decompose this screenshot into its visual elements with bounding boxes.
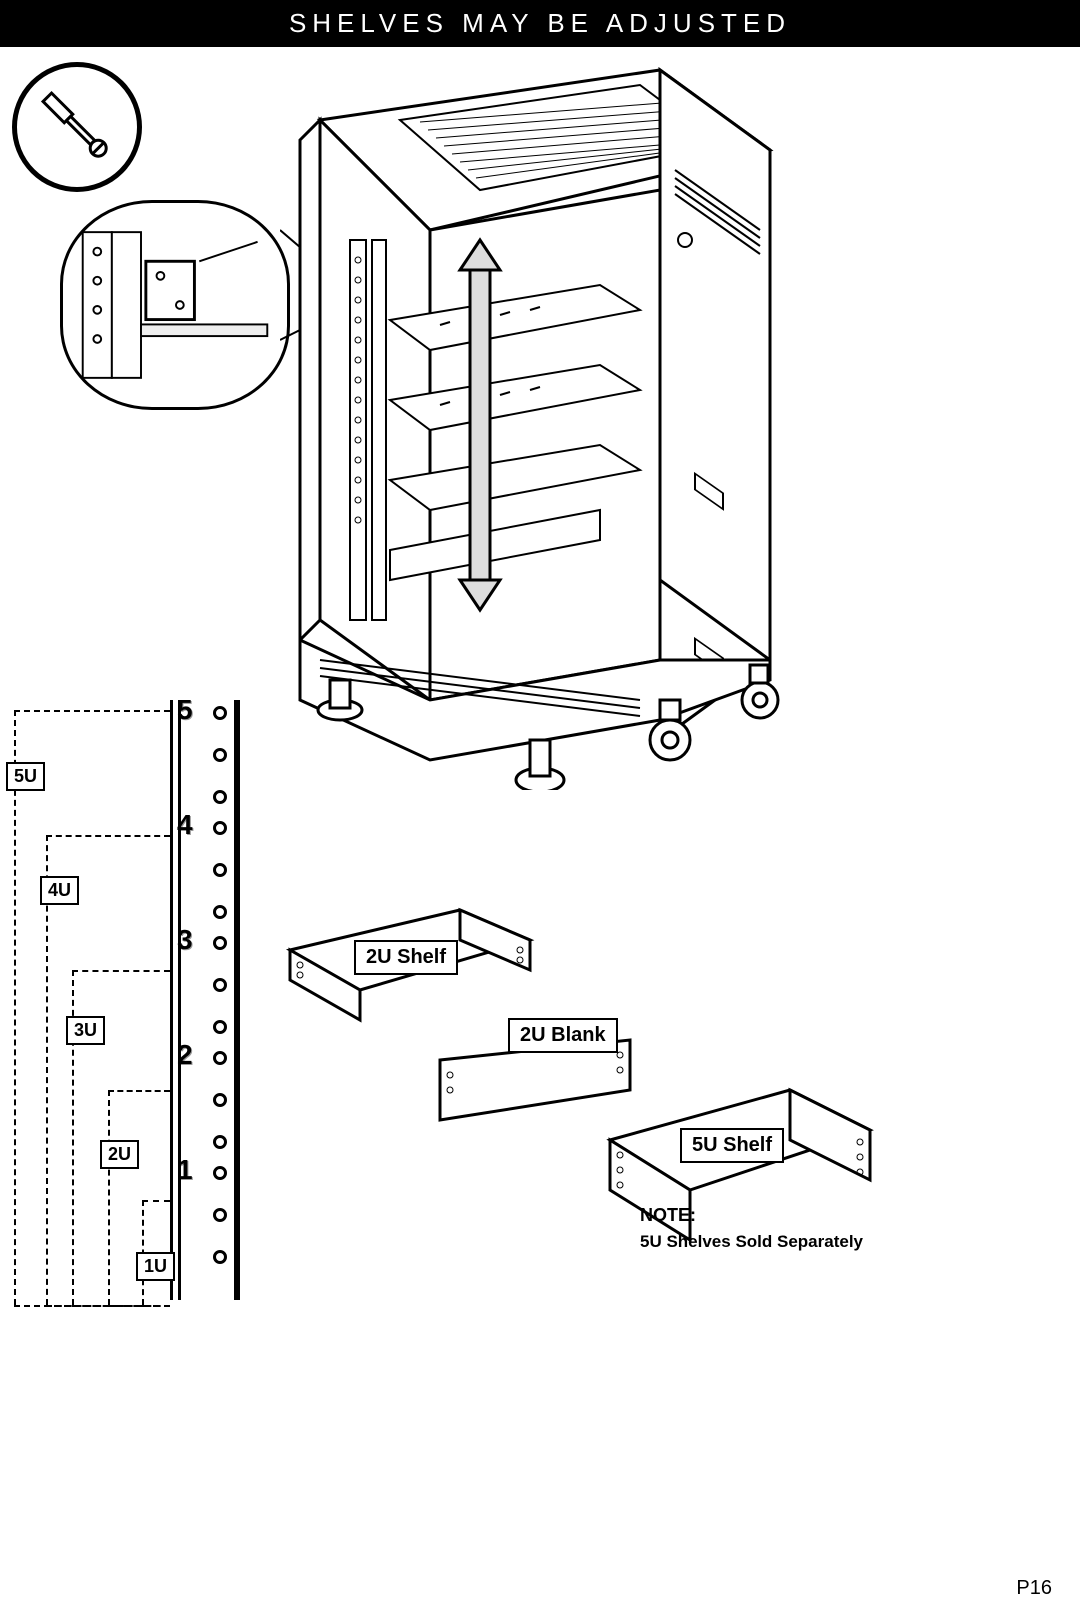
server-rack-illustration (240, 60, 800, 790)
note-block: NOTE: 5U Shelves Sold Separately (640, 1205, 863, 1252)
dash-4u-top (46, 835, 170, 837)
label-2u: 2U (100, 1140, 139, 1169)
title-text: SHELVES MAY BE ADJUSTED (289, 8, 791, 38)
label-5u-shelf: 5U Shelf (680, 1128, 784, 1163)
label-1u: 1U (136, 1252, 175, 1281)
label-2u-shelf: 2U Shelf (354, 940, 458, 975)
note-title: NOTE: (640, 1205, 863, 1226)
label-3u: 3U (66, 1016, 105, 1045)
screwdriver-icon (12, 62, 142, 192)
note-text: 5U Shelves Sold Separately (640, 1232, 863, 1252)
dash-2u-top (108, 1090, 170, 1092)
dash-3u-top (72, 970, 170, 972)
dash-5u-side (14, 710, 16, 1305)
dash-4u-side (46, 835, 48, 1305)
dash-5u-top (14, 710, 170, 712)
title-bar: SHELVES MAY BE ADJUSTED (0, 0, 1080, 47)
label-4u: 4U (40, 876, 79, 905)
label-5u: 5U (6, 762, 45, 791)
dash-2u-side (108, 1090, 110, 1305)
page-number: P16 (1016, 1577, 1052, 1600)
dash-1u-top (142, 1200, 170, 1202)
label-2u-blank: 2U Blank (508, 1018, 618, 1053)
rail-unit-diagram: 5 4 3 2 1 (0, 700, 250, 1320)
dash-1u-bot (142, 1305, 170, 1307)
